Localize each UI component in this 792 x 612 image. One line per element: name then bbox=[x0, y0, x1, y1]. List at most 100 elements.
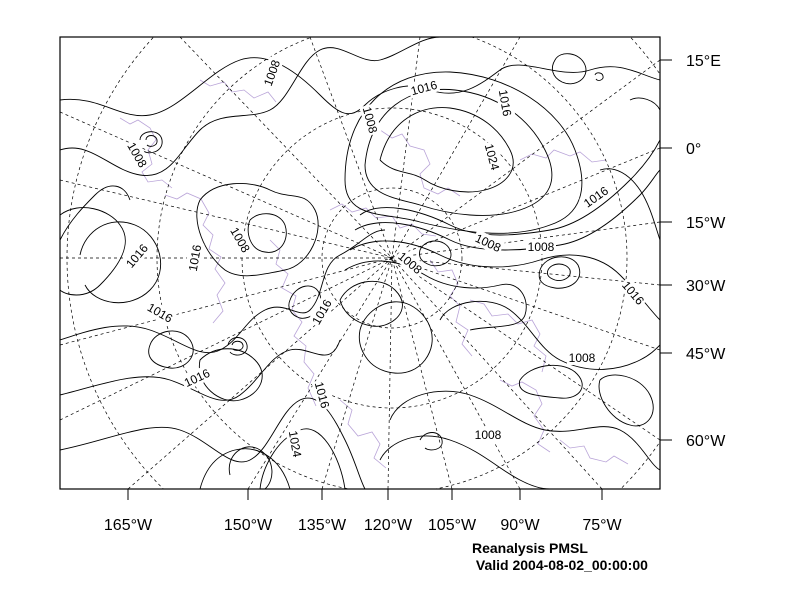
isobar bbox=[60, 37, 441, 176]
coastline bbox=[269, 239, 317, 407]
isobar bbox=[198, 348, 263, 402]
longitude-label: 120°W bbox=[364, 517, 413, 534]
contour-label-background bbox=[617, 276, 649, 309]
contour-label-background bbox=[394, 247, 427, 279]
map-caption-valid-time: Valid 2004-08-02_00:00:00 bbox=[472, 557, 648, 573]
contour-label: 1016 bbox=[186, 243, 204, 272]
isobar bbox=[358, 301, 433, 374]
meridian-line bbox=[127, 257, 393, 489]
coastline bbox=[199, 79, 277, 103]
longitude-label: 165°W bbox=[104, 517, 153, 534]
isobar bbox=[594, 72, 604, 81]
longitude-label: 150°W bbox=[224, 517, 273, 534]
longitude-label: 75°W bbox=[582, 517, 622, 534]
contour-label-background bbox=[184, 241, 205, 274]
isobar bbox=[228, 446, 273, 489]
isobar bbox=[231, 340, 244, 351]
latitude-label: 15°W bbox=[686, 215, 726, 232]
coastline bbox=[339, 399, 387, 469]
meridian-line bbox=[179, 37, 393, 259]
contour-label-background bbox=[121, 239, 153, 272]
contour-label: 1024 bbox=[286, 430, 304, 459]
isobar bbox=[344, 260, 527, 331]
isobar bbox=[60, 339, 341, 401]
latitude-label: 15°E bbox=[686, 53, 721, 70]
meridian-line bbox=[387, 257, 393, 489]
latitude-label: 30°W bbox=[686, 278, 726, 295]
contour-label: 1016 bbox=[312, 380, 333, 410]
meridian-line bbox=[391, 37, 521, 259]
latitude-circle bbox=[156, 37, 628, 489]
isobar bbox=[60, 185, 131, 241]
contour-label: 1016 bbox=[496, 89, 514, 118]
isobar bbox=[344, 71, 583, 234]
coastline bbox=[499, 379, 551, 453]
isobar bbox=[339, 280, 403, 327]
isobar bbox=[629, 97, 660, 111]
latitude-label: 45°W bbox=[686, 346, 726, 363]
meridian-line bbox=[391, 147, 660, 259]
meridian-line bbox=[391, 37, 421, 259]
isobar bbox=[60, 57, 660, 117]
isobar bbox=[349, 240, 660, 321]
isobar bbox=[60, 229, 386, 354]
isobar bbox=[60, 397, 366, 489]
isobar bbox=[359, 139, 660, 236]
contour-label-background bbox=[579, 181, 613, 212]
contour-label: 1008 bbox=[360, 105, 381, 135]
isobar bbox=[419, 432, 443, 451]
map-caption-title: Reanalysis PMSL bbox=[472, 540, 588, 556]
isobar bbox=[389, 390, 660, 471]
contour-label-background bbox=[226, 223, 255, 257]
isobar bbox=[139, 131, 163, 154]
meridian-line bbox=[391, 257, 660, 286]
meridian-line bbox=[391, 257, 660, 351]
isobar bbox=[259, 428, 346, 489]
contour-label: 1016 bbox=[409, 78, 439, 99]
contour-label: 1024 bbox=[482, 142, 503, 172]
isobar bbox=[439, 300, 660, 370]
coastline bbox=[164, 192, 226, 324]
contour-label-background bbox=[123, 138, 152, 172]
coastline bbox=[119, 117, 173, 189]
isobar bbox=[519, 364, 583, 399]
contour-label-background bbox=[407, 76, 441, 99]
isobar bbox=[379, 435, 551, 489]
coastline bbox=[329, 203, 437, 237]
isobar bbox=[599, 168, 660, 241]
contour-label-background bbox=[307, 295, 336, 329]
isobar bbox=[247, 213, 287, 253]
contour-label-background bbox=[285, 427, 306, 460]
isobar bbox=[598, 374, 654, 427]
contour-label-background bbox=[311, 378, 334, 412]
isobar bbox=[79, 221, 162, 304]
latitude-circle bbox=[241, 107, 543, 409]
latitude-label: 60°W bbox=[686, 433, 726, 450]
right-axis-labels: 15°E 0° 15°W 30°W 45°W 60°W bbox=[686, 53, 726, 450]
contour-label: 1008 bbox=[528, 240, 555, 254]
contour-label-background bbox=[143, 298, 177, 327]
contour-label: 1008 bbox=[261, 58, 283, 88]
isobar bbox=[227, 337, 248, 356]
contour-label-background bbox=[526, 239, 556, 254]
isobar bbox=[145, 135, 158, 147]
contour-label: 1008 bbox=[475, 428, 502, 442]
isobar bbox=[148, 330, 194, 369]
contour-label-background bbox=[471, 229, 505, 256]
latitude-circle bbox=[66, 37, 660, 489]
meridian-line bbox=[391, 257, 453, 489]
isobar bbox=[546, 263, 571, 281]
coastline bbox=[559, 439, 629, 465]
isobar bbox=[196, 182, 319, 277]
contour-label: 1008 bbox=[569, 351, 596, 365]
axis-ticks bbox=[127, 59, 672, 500]
meridian-line bbox=[321, 257, 393, 489]
contour-label-background bbox=[495, 86, 516, 119]
coastline bbox=[469, 299, 547, 373]
meridian-line bbox=[391, 257, 603, 489]
longitude-label: 105°W bbox=[428, 517, 477, 534]
isobar bbox=[419, 240, 452, 267]
contour-label-background bbox=[259, 56, 284, 90]
